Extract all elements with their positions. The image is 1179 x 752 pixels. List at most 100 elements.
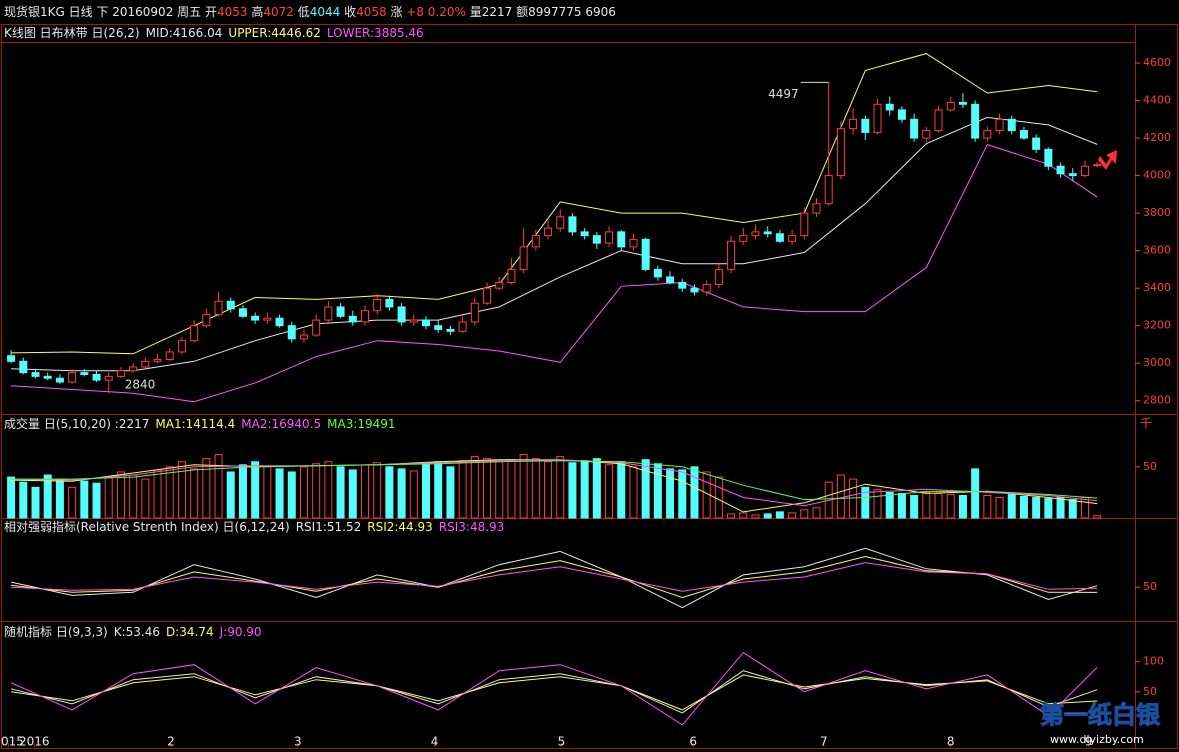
volume-bar bbox=[238, 464, 247, 519]
candle-body bbox=[824, 175, 833, 205]
candle-body bbox=[446, 328, 455, 332]
volume-bar bbox=[592, 458, 601, 519]
volume-bar bbox=[873, 488, 882, 519]
volume-bar bbox=[690, 466, 699, 519]
y-tick-label: 3000 bbox=[1143, 356, 1171, 369]
volume-bar bbox=[739, 512, 748, 519]
volume-bar bbox=[385, 466, 394, 519]
y-tick-label: 4200 bbox=[1143, 131, 1171, 144]
candle-body bbox=[458, 321, 467, 332]
candle-body bbox=[861, 118, 870, 133]
x-tick-label: 7 bbox=[820, 735, 828, 749]
candle-body bbox=[495, 282, 504, 289]
legend-entry: J:90.90 bbox=[219, 625, 262, 639]
candle-body bbox=[68, 372, 77, 383]
volume-bar bbox=[251, 461, 260, 519]
volume-bar bbox=[861, 486, 870, 519]
header-segment: 收 bbox=[340, 5, 356, 19]
volume-bar bbox=[653, 463, 662, 519]
candle-body bbox=[470, 302, 479, 323]
y-tick-label: 3400 bbox=[1143, 281, 1171, 294]
candle-body bbox=[190, 325, 199, 342]
candle-body bbox=[141, 360, 150, 368]
candle-body bbox=[1093, 164, 1102, 167]
volume-bar bbox=[483, 458, 492, 519]
y-tick-label: 3200 bbox=[1143, 319, 1171, 332]
candle-body bbox=[31, 372, 40, 377]
y-tick-label: 3800 bbox=[1143, 206, 1171, 219]
volume-bar bbox=[727, 513, 736, 519]
candle-body bbox=[202, 313, 211, 327]
x-tick-label: 8 bbox=[947, 735, 955, 749]
candle-body bbox=[934, 109, 943, 132]
volume-bar bbox=[141, 478, 150, 519]
frame bbox=[1, 24, 1178, 749]
candle-body bbox=[287, 325, 296, 340]
volume-bar bbox=[1080, 497, 1089, 519]
x-tick-label: 2 bbox=[167, 735, 175, 749]
legend-entry: RSI1:51.52 bbox=[296, 520, 362, 534]
candle-body bbox=[739, 235, 748, 242]
volume-bar bbox=[1032, 497, 1041, 519]
candle-body bbox=[1056, 165, 1065, 175]
max-label: 4497 bbox=[768, 87, 799, 101]
candle-body bbox=[849, 118, 858, 130]
volume-bar bbox=[849, 478, 858, 519]
candle-body bbox=[92, 373, 101, 381]
legend-entry: MID:4166.04 bbox=[146, 26, 223, 40]
candle-body bbox=[641, 238, 650, 270]
volume-bar bbox=[409, 470, 418, 519]
volume-bar bbox=[531, 458, 540, 519]
panel-title: K线图 日布林带 日(26,2) bbox=[4, 26, 140, 40]
volume-bar bbox=[544, 461, 553, 519]
candle-body bbox=[910, 118, 919, 139]
indicator-line bbox=[11, 143, 1098, 403]
arrow-icon bbox=[1098, 150, 1117, 170]
candle-body bbox=[666, 276, 675, 284]
candle-body bbox=[116, 370, 125, 377]
candle-body bbox=[80, 372, 89, 375]
header-segment: 4058 bbox=[356, 5, 387, 19]
candle-body bbox=[958, 101, 967, 105]
x-tick-label: 2015 bbox=[0, 735, 24, 749]
candle-body bbox=[971, 103, 980, 139]
volume-bar bbox=[263, 466, 272, 519]
volume-bar bbox=[360, 464, 369, 519]
indicator-line bbox=[10, 651, 1098, 726]
volume-bar bbox=[885, 491, 894, 519]
volume-bar bbox=[812, 507, 821, 519]
y-tick-label: 4600 bbox=[1143, 56, 1171, 69]
candle-body bbox=[836, 128, 845, 177]
candle-body bbox=[568, 216, 577, 233]
volume-bar bbox=[641, 459, 650, 519]
volume-bar bbox=[422, 464, 431, 519]
x-tick-label: 9 bbox=[1085, 735, 1093, 749]
panel-title: 随机指标 日(9,3,3) bbox=[4, 624, 108, 639]
y-tick-label: 4400 bbox=[1143, 94, 1171, 107]
volume-bar bbox=[1068, 499, 1077, 519]
candle-body bbox=[238, 308, 247, 317]
candle-body bbox=[629, 238, 638, 248]
candle-body bbox=[690, 287, 699, 293]
legend-entry: RSI2:44.93 bbox=[367, 520, 433, 534]
x-tick-label: 2016 bbox=[19, 735, 50, 749]
volume-bar bbox=[104, 476, 113, 519]
candle-body bbox=[605, 231, 614, 244]
candle-body bbox=[727, 240, 736, 270]
volume-bar bbox=[678, 469, 687, 519]
candle-body bbox=[348, 315, 357, 323]
panel-title: 相对强弱指标(Relative Strenth Index) 日(6,12,24… bbox=[4, 519, 290, 534]
candle-body bbox=[1044, 148, 1053, 167]
volume-bar bbox=[373, 462, 382, 519]
header-segment: 开 bbox=[205, 5, 217, 19]
volume-bar bbox=[397, 468, 406, 519]
candle-body bbox=[385, 298, 394, 308]
volume-bar bbox=[434, 461, 443, 519]
candle-body bbox=[397, 306, 406, 323]
candle-body bbox=[763, 231, 772, 235]
candle-body bbox=[1019, 130, 1028, 139]
candle-body bbox=[678, 282, 687, 289]
legend-entry: MA3:19491 bbox=[327, 417, 395, 431]
volume-bar bbox=[1093, 515, 1102, 519]
volume-bar bbox=[568, 462, 577, 519]
